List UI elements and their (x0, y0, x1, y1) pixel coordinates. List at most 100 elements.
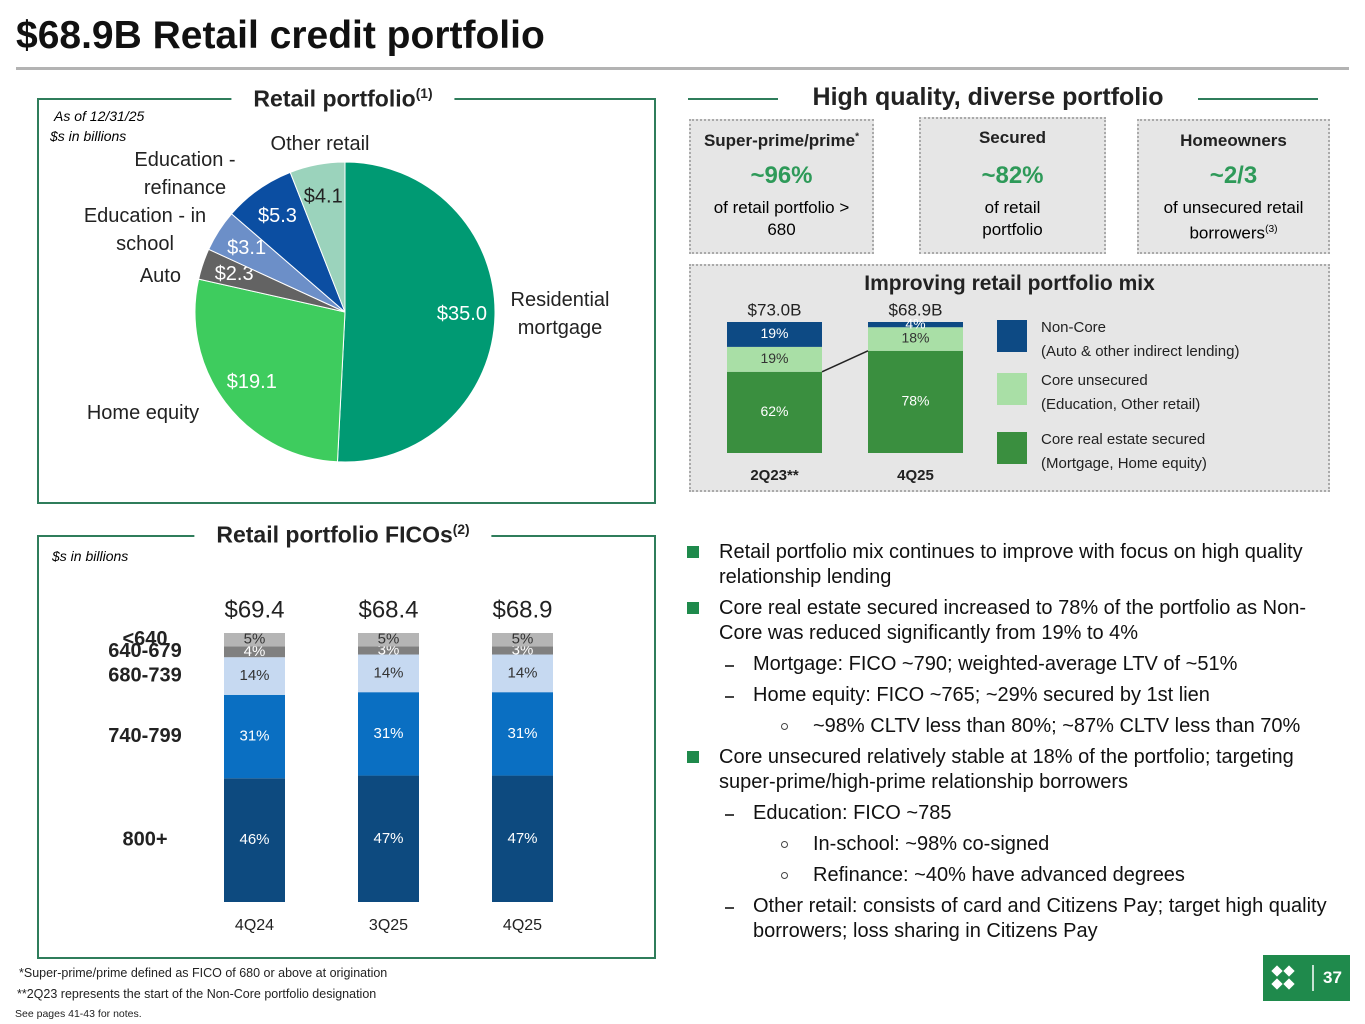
bullet-marker (781, 841, 788, 848)
segment-label: 19% (760, 325, 788, 341)
bar-segment (224, 646, 285, 658)
card-title-text: Super-prime/prime (703, 131, 856, 150)
row-label: 800+ (122, 828, 167, 850)
row-label: 740-799 (108, 725, 181, 747)
logo-mark (1271, 965, 1295, 990)
card-title: Super-prime/prime* (691, 131, 872, 151)
card: Secured ~82% of retail portfolio (919, 117, 1106, 254)
bullet-item: Retail portfolio mix continues to improv… (687, 540, 1332, 590)
logo (1271, 965, 1314, 991)
bullet-item: Core unsecured relatively stable at 18% … (687, 745, 1332, 795)
bar-segment (727, 371, 822, 453)
category-label: Residential mortgage (510, 289, 610, 339)
bullet-marker (687, 751, 699, 763)
segment-label: 4% (905, 315, 925, 331)
category-label: Auto (139, 265, 181, 287)
footnote: *Super-prime/prime defined as FICO of 68… (19, 966, 388, 980)
heading-sup: (1) (415, 85, 433, 101)
bullet-item: Education: FICO ~785 (687, 801, 1332, 826)
card-value: ~82% (981, 162, 1044, 189)
segment-label: 5% (244, 631, 266, 648)
card-value: ~96% (750, 162, 813, 189)
legend-name: Non-Core (1041, 319, 1106, 336)
bar-total: $68.9B (889, 300, 943, 319)
bar-segment (224, 633, 285, 647)
segment-label: 18% (901, 330, 929, 346)
bar-segment (727, 346, 822, 372)
bullet-text: ~98% CLTV less than 80%; ~87% CLTV less … (813, 715, 1301, 737)
bar-segment (358, 692, 419, 776)
pie-slice (336, 161, 496, 463)
bullet-text: Other retail: consists of card and Citiz… (753, 895, 1327, 942)
segment-label: 62% (760, 403, 788, 419)
bullet-item: Refinance: ~40% have advanced degrees (687, 863, 1332, 888)
card-title: Secured (978, 128, 1047, 147)
card-text: of unsecured retail borrowers(3) (1146, 197, 1321, 245)
card-text: of retail portfolio > 680 (713, 198, 850, 239)
bullet-marker (725, 665, 734, 667)
heading-text: Retail portfolio FICOs (216, 521, 453, 548)
card-title-sup: * (855, 131, 860, 143)
category-label: Education - in school (83, 205, 207, 255)
page-number: 37 (1323, 968, 1342, 987)
bar-total: $68.4 (358, 596, 418, 623)
bullet-text: Home equity: FICO ~765; ~29% secured by … (753, 684, 1210, 706)
bar-total: $68.9 (492, 596, 552, 623)
segment-label: 5% (512, 631, 534, 648)
bar-segment (492, 646, 553, 655)
bar-segment (868, 322, 963, 328)
slice-label: $4.1 (304, 185, 343, 207)
bullet-marker (687, 546, 699, 558)
segment-label: 14% (373, 664, 403, 681)
segment-label: 47% (507, 830, 537, 847)
bar-total: $73.0B (748, 300, 802, 319)
bar-segment (224, 657, 285, 695)
bullet-marker (725, 696, 734, 698)
slice-label: $19.1 (227, 371, 277, 393)
bar-segment (358, 775, 419, 902)
card-value: ~2/3 (1209, 162, 1258, 189)
bullet-marker (725, 907, 734, 909)
card-text-main: of unsecured retail borrowers (1163, 198, 1304, 243)
footnote: See pages 41-43 for notes. (15, 1008, 142, 1020)
bullet-item: In-school: ~98% co-signed (687, 832, 1332, 857)
card-text-sup: (3) (1265, 224, 1278, 235)
bullet-text: Core unsecured relatively stable at 18% … (719, 746, 1294, 793)
bullet-item: ~98% CLTV less than 80%; ~87% CLTV less … (687, 714, 1332, 739)
bullet-marker (781, 872, 788, 879)
bar-segment (492, 633, 553, 647)
connector (821, 350, 869, 373)
legend-swatch (997, 373, 1027, 405)
bullet-marker (781, 723, 788, 730)
bullet-text: Core real estate secured increased to 78… (719, 597, 1306, 644)
category-label: 4Q24 (235, 917, 274, 934)
slice-label: $3.1 (227, 237, 266, 259)
heading-sup: (2) (452, 521, 470, 537)
title-rule (16, 67, 1349, 70)
bullet-text: Refinance: ~40% have advanced degrees (813, 864, 1185, 886)
segment-label: 31% (507, 725, 537, 742)
bar-segment (358, 633, 419, 647)
card: Super-prime/prime* ~96% of retail portfo… (689, 119, 874, 254)
segment-label: 47% (373, 830, 403, 847)
bar-segment (868, 327, 963, 351)
bar-segment (727, 322, 822, 347)
row-label: 640-679 (108, 640, 181, 662)
footnote: **2Q23 represents the start of the Non-C… (17, 987, 377, 1001)
bullet-text: Education: FICO ~785 (753, 802, 952, 824)
legend-name: Core real estate secured (1041, 431, 1205, 448)
legend-swatch (997, 320, 1027, 352)
bullet-item: Mortgage: FICO ~790; weighted-average LT… (687, 652, 1332, 677)
segment-label: 14% (239, 667, 269, 684)
slice-label: $35.0 (437, 303, 487, 325)
logo-badge: 37 (1263, 955, 1350, 1001)
category-label: Home equity (86, 402, 200, 424)
row-label: <640 (122, 628, 167, 650)
pie-note: $s in billions (50, 128, 127, 144)
bullet-marker (725, 814, 734, 816)
bullet-item: Home equity: FICO ~765; ~29% secured by … (687, 683, 1332, 708)
legend-name: Core unsecured (1041, 372, 1148, 389)
segment-label: 4% (244, 643, 266, 660)
